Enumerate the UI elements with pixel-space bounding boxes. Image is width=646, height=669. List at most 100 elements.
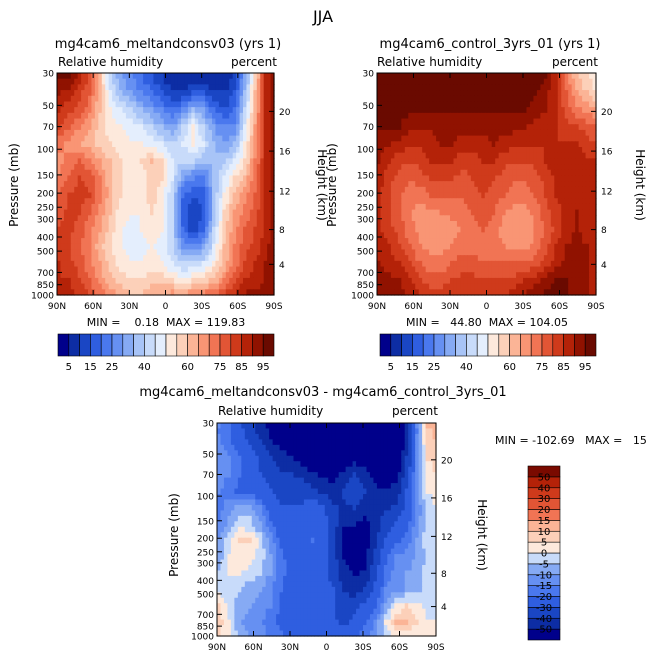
heatmap-cell [411,221,416,228]
heatmap-cell [81,266,86,273]
heatmap-cell [105,232,110,239]
heatmap-cell [523,164,528,171]
heatmap-cell [526,118,531,125]
heatmap-cell [91,266,96,273]
heatmap-cell [418,272,423,279]
heatmap-cell [177,175,182,182]
heatmap-cell [533,118,538,125]
heatmap-cell [174,101,179,108]
heatmap-cell [543,107,548,114]
heatmap-cell [557,95,562,103]
heatmap-cell [57,95,62,103]
heatmap-cell [260,198,265,205]
heatmap-cell [160,158,165,165]
heatmap-cell [205,73,210,80]
heatmap-cell [529,238,535,245]
heatmap-cell [119,107,124,114]
heatmap-cell [146,181,151,188]
heatmap-cell [112,249,117,256]
heatmap-cell [270,181,275,188]
heatmap-cell [540,129,545,137]
heatmap-cell [422,221,427,228]
heatmap-cell [557,124,562,131]
heatmap-cell [408,107,413,114]
heatmap-cell [450,141,455,148]
heatmap-cell [582,243,587,251]
heatmap-cell [194,107,199,114]
heatmap-cell [198,272,203,279]
heatmap-cell [108,175,113,182]
heatmap-cell [474,255,479,262]
heatmap-cell [108,272,113,279]
heatmap-cell [81,272,86,279]
heatmap-cell [91,107,96,114]
heatmap-cell [105,107,110,114]
heatmap-cell [529,226,535,233]
heatmap-cell [561,158,566,165]
heatmap-cell [536,272,541,279]
heatmap-cell [122,73,127,80]
heatmap-cell [529,118,535,125]
heatmap-cell [243,95,248,103]
heatmap-cell [139,124,144,131]
heatmap-cell [184,277,189,285]
heatmap-cell [390,215,395,222]
heatmap-cell [101,90,106,97]
heatmap-cell [592,73,597,80]
heatmap-cell [167,118,172,125]
heatmap-cell [526,255,531,262]
heatmap-cell [108,158,113,165]
heatmap-cell [67,249,72,256]
heatmap-cell [215,272,220,279]
heatmap-cell [390,221,395,228]
heatmap-cell [156,226,161,233]
heatmap-cell [564,118,569,125]
heatmap-cell [529,249,535,256]
heatmap-cell [146,198,151,205]
heatmap-cell [533,152,538,159]
heatmap-cell [67,175,72,182]
heatmap-cell [270,277,275,285]
heatmap-cell [536,175,541,182]
heatmap-cell [401,124,406,131]
heatmap-cell [208,78,213,85]
heatmap-cell [463,152,468,159]
heatmap-cell [270,135,275,142]
heatmap-cell [174,169,179,177]
heatmap-cell [453,147,458,154]
heatmap-cell [88,169,93,177]
heatmap-cell [132,260,137,268]
heatmap-cell [578,73,583,80]
heatmap-cell [60,169,65,177]
heatmap-cell [60,289,65,296]
heatmap-cell [429,260,434,268]
heatmap-cell [229,243,234,251]
heatmap-cell [425,283,430,290]
heatmap-cell [561,164,566,171]
heatmap-cell [198,73,203,80]
heatmap-cell [554,107,559,114]
heatmap-cell [184,255,189,262]
heatmap-cell [509,272,514,279]
heatmap-cell [582,84,587,91]
heatmap-cell [191,283,196,290]
heatmap-cell [429,124,434,131]
heatmap-cell [115,147,120,154]
heatmap-cell [239,78,244,85]
heatmap-cell [177,152,182,159]
heatmap-cell [543,289,548,296]
heatmap-cell [232,272,237,279]
heatmap-cell [177,147,182,154]
heatmap-cell [533,215,538,222]
heatmap-cell [215,181,220,188]
heatmap-cell [495,164,500,171]
y-tick-label: 500 [37,248,54,258]
heatmap-cell [150,181,155,188]
heatmap-cell [81,226,86,233]
heatmap-cell [481,232,486,239]
heatmap-cell [488,135,493,142]
heatmap-cell [212,249,217,256]
heatmap-cell [554,238,559,245]
heatmap-cell [450,181,455,188]
heatmap-cell [215,226,220,233]
